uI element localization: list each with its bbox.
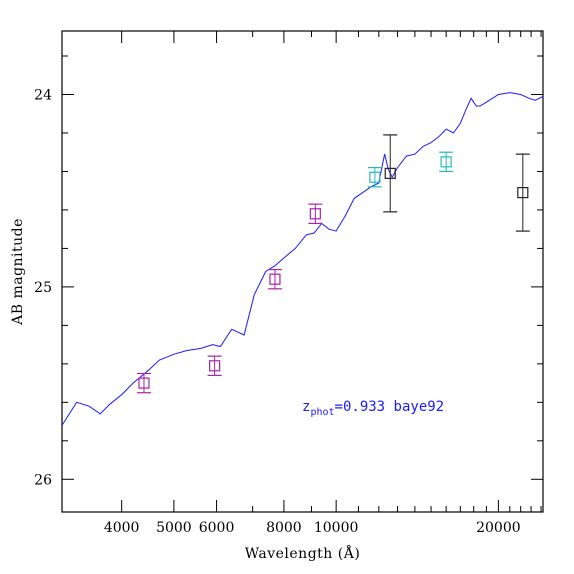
data-marker — [209, 360, 221, 372]
photometry-point — [383, 134, 398, 213]
data-marker — [138, 377, 150, 389]
x-tick-label: 10000 — [314, 520, 359, 536]
data-marker — [269, 273, 281, 285]
annotation-z: z — [302, 399, 310, 415]
y-axis-title: AB magnitude — [10, 218, 26, 326]
model-sed-line — [62, 92, 543, 426]
tick-labels: 4000 5000 6000 8000 10000 20000 24 25 26 — [34, 87, 520, 536]
y-tick-label: 24 — [34, 87, 52, 103]
y-tick-label: 25 — [34, 280, 52, 296]
photometry-point — [136, 372, 151, 394]
data-marker — [384, 167, 396, 179]
photometry-point — [267, 268, 282, 290]
plot-frame — [61, 30, 544, 513]
data-marker — [517, 187, 529, 199]
photometry-point — [207, 355, 222, 376]
annotation-subscript: phot — [310, 407, 334, 418]
data-marker — [369, 171, 381, 183]
photometry-point — [367, 167, 382, 188]
annotation-text: =0.933 baye92 — [335, 399, 445, 415]
data-marker — [440, 156, 452, 168]
data-series — [62, 92, 543, 426]
x-axis-title: Wavelength (Å) — [245, 544, 361, 562]
y-tick-label: 26 — [34, 472, 52, 488]
x-tick-label: 5000 — [156, 520, 192, 536]
x-tick-label: 20000 — [476, 520, 521, 536]
x-tick-label: 8000 — [266, 520, 302, 536]
photometry-point — [515, 153, 530, 232]
x-tick-label: 6000 — [199, 520, 235, 536]
photometric-redshift-annotation: zphot=0.933 baye92 — [302, 399, 444, 418]
photometry-point — [308, 203, 323, 224]
axis-ticks — [62, 31, 543, 512]
data-marker — [309, 208, 321, 220]
photometry-point — [439, 151, 454, 173]
x-tick-label: 4000 — [104, 520, 140, 536]
